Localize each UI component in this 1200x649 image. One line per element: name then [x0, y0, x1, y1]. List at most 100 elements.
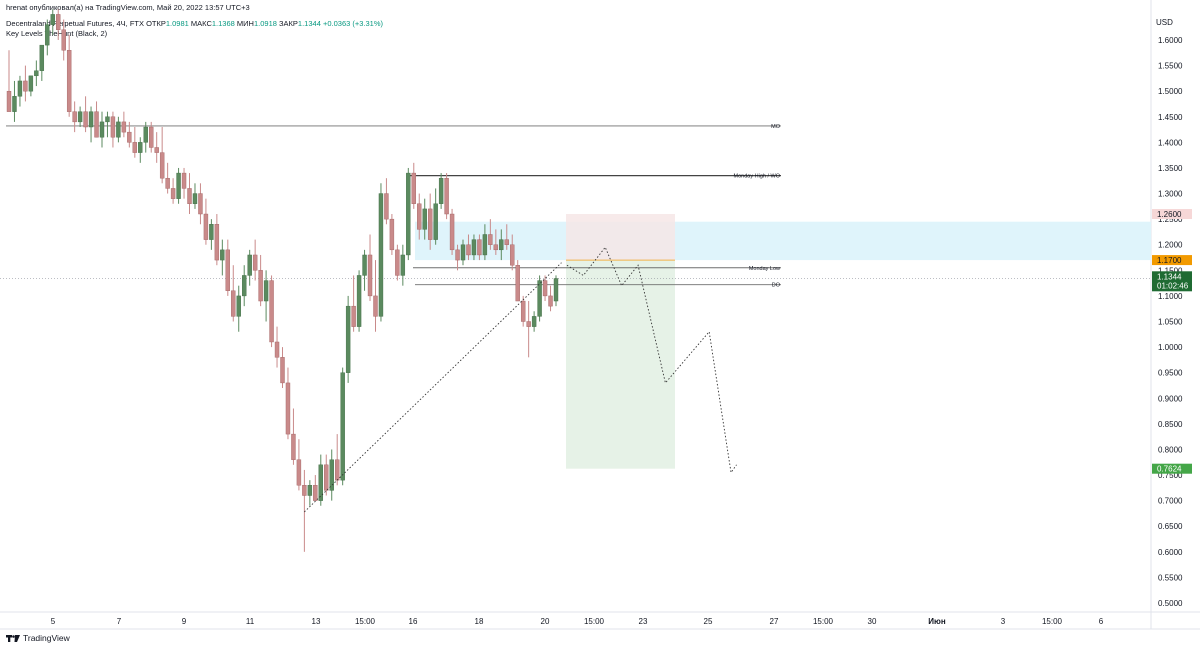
- bearish-candle[interactable]: [444, 177, 449, 215]
- bearish-candle[interactable]: [203, 213, 209, 240]
- bearish-candle[interactable]: [515, 265, 520, 302]
- bullish-candle[interactable]: [209, 224, 214, 240]
- bearish-candle[interactable]: [83, 111, 88, 128]
- bullish-candle[interactable]: [340, 372, 345, 481]
- bearish-candle[interactable]: [427, 208, 433, 240]
- bullish-candle[interactable]: [378, 193, 384, 317]
- bullish-candle[interactable]: [307, 485, 313, 496]
- bullish-candle[interactable]: [105, 116, 110, 123]
- bearish-candle[interactable]: [548, 295, 553, 307]
- bullish-candle[interactable]: [433, 203, 438, 240]
- bearish-candle[interactable]: [121, 121, 127, 133]
- bearish-candle[interactable]: [367, 254, 373, 297]
- bullish-candle[interactable]: [50, 14, 55, 25]
- bearish-candle[interactable]: [269, 280, 274, 343]
- current-price-tag[interactable]: [1152, 271, 1192, 292]
- bearish-candle[interactable]: [291, 433, 296, 460]
- stop-price-tag[interactable]: [1152, 209, 1192, 220]
- bearish-candle[interactable]: [504, 239, 509, 245]
- bearish-candle[interactable]: [411, 172, 416, 204]
- bullish-candle[interactable]: [482, 234, 488, 256]
- bearish-candle[interactable]: [324, 464, 329, 491]
- bearish-candle[interactable]: [296, 459, 302, 486]
- bearish-candle[interactable]: [395, 249, 400, 276]
- take-profit-zone[interactable]: [566, 260, 675, 469]
- bearish-candle[interactable]: [198, 193, 203, 215]
- bearish-candle[interactable]: [187, 188, 192, 204]
- bullish-candle[interactable]: [88, 111, 94, 128]
- bullish-candle[interactable]: [192, 193, 198, 204]
- bearish-candle[interactable]: [23, 80, 28, 92]
- bullish-candle[interactable]: [12, 96, 17, 112]
- bullish-candle[interactable]: [553, 278, 559, 302]
- bearish-candle[interactable]: [313, 485, 318, 501]
- bullish-candle[interactable]: [471, 239, 477, 256]
- bearish-candle[interactable]: [56, 14, 61, 30]
- bearish-candle[interactable]: [214, 224, 220, 261]
- bearish-candle[interactable]: [466, 244, 471, 256]
- bearish-candle[interactable]: [274, 341, 280, 358]
- bullish-candle[interactable]: [39, 44, 45, 71]
- bearish-candle[interactable]: [477, 239, 482, 256]
- bullish-candle[interactable]: [318, 464, 323, 501]
- bullish-candle[interactable]: [537, 280, 542, 317]
- bearish-candle[interactable]: [389, 218, 395, 251]
- bullish-candle[interactable]: [531, 316, 537, 327]
- bearish-candle[interactable]: [110, 116, 116, 138]
- bearish-candle[interactable]: [181, 172, 187, 189]
- bearish-candle[interactable]: [542, 280, 548, 297]
- bearish-candle[interactable]: [258, 270, 263, 302]
- bearish-candle[interactable]: [526, 321, 531, 327]
- bearish-candle[interactable]: [455, 249, 460, 261]
- bullish-candle[interactable]: [499, 239, 504, 251]
- projection-path[interactable]: [566, 246, 737, 474]
- bearish-candle[interactable]: [159, 152, 165, 179]
- bullish-candle[interactable]: [236, 295, 241, 317]
- bullish-candle[interactable]: [28, 75, 34, 92]
- bullish-candle[interactable]: [422, 208, 427, 230]
- bullish-candle[interactable]: [356, 275, 362, 327]
- bearish-candle[interactable]: [510, 244, 515, 266]
- bearish-candle[interactable]: [488, 234, 493, 245]
- bearish-candle[interactable]: [302, 485, 307, 496]
- bullish-candle[interactable]: [329, 459, 334, 491]
- bullish-candle[interactable]: [406, 172, 411, 256]
- bearish-candle[interactable]: [149, 126, 154, 148]
- bullish-candle[interactable]: [17, 80, 23, 97]
- bullish-candle[interactable]: [99, 121, 105, 138]
- bearish-candle[interactable]: [231, 290, 236, 317]
- bullish-candle[interactable]: [77, 111, 83, 123]
- target-price-tag[interactable]: [1152, 463, 1192, 474]
- bearish-candle[interactable]: [252, 254, 258, 271]
- bearish-candle[interactable]: [72, 111, 77, 123]
- bullish-candle[interactable]: [45, 24, 50, 46]
- bearish-candle[interactable]: [449, 213, 455, 251]
- indicator-legend[interactable]: Key Levels TheHunt (Black, 2): [6, 29, 108, 38]
- bullish-candle[interactable]: [176, 172, 181, 199]
- trendline[interactable]: [304, 262, 562, 513]
- bullish-candle[interactable]: [438, 177, 444, 204]
- bearish-candle[interactable]: [417, 203, 422, 230]
- bullish-candle[interactable]: [116, 121, 121, 138]
- bullish-candle[interactable]: [143, 126, 148, 143]
- resistance-zone[interactable]: [415, 221, 1151, 261]
- bearish-candle[interactable]: [493, 244, 499, 251]
- bearish-candle[interactable]: [335, 459, 340, 481]
- bullish-candle[interactable]: [138, 142, 143, 153]
- bearish-candle[interactable]: [351, 305, 356, 327]
- bearish-candle[interactable]: [520, 300, 526, 322]
- bearish-candle[interactable]: [225, 249, 231, 291]
- bearish-candle[interactable]: [6, 90, 12, 112]
- bullish-candle[interactable]: [247, 254, 252, 276]
- bullish-candle[interactable]: [34, 70, 39, 77]
- bearish-candle[interactable]: [285, 382, 291, 435]
- entry-price-tag[interactable]: [1152, 255, 1192, 266]
- bearish-candle[interactable]: [170, 188, 176, 199]
- bullish-candle[interactable]: [460, 244, 466, 261]
- symbol-name[interactable]: Decentraland Perpetual Futures, 4Ч, FTX: [6, 19, 144, 28]
- bearish-candle[interactable]: [384, 193, 389, 220]
- bearish-candle[interactable]: [61, 29, 66, 51]
- bearish-candle[interactable]: [66, 50, 72, 112]
- bearish-candle[interactable]: [127, 131, 132, 143]
